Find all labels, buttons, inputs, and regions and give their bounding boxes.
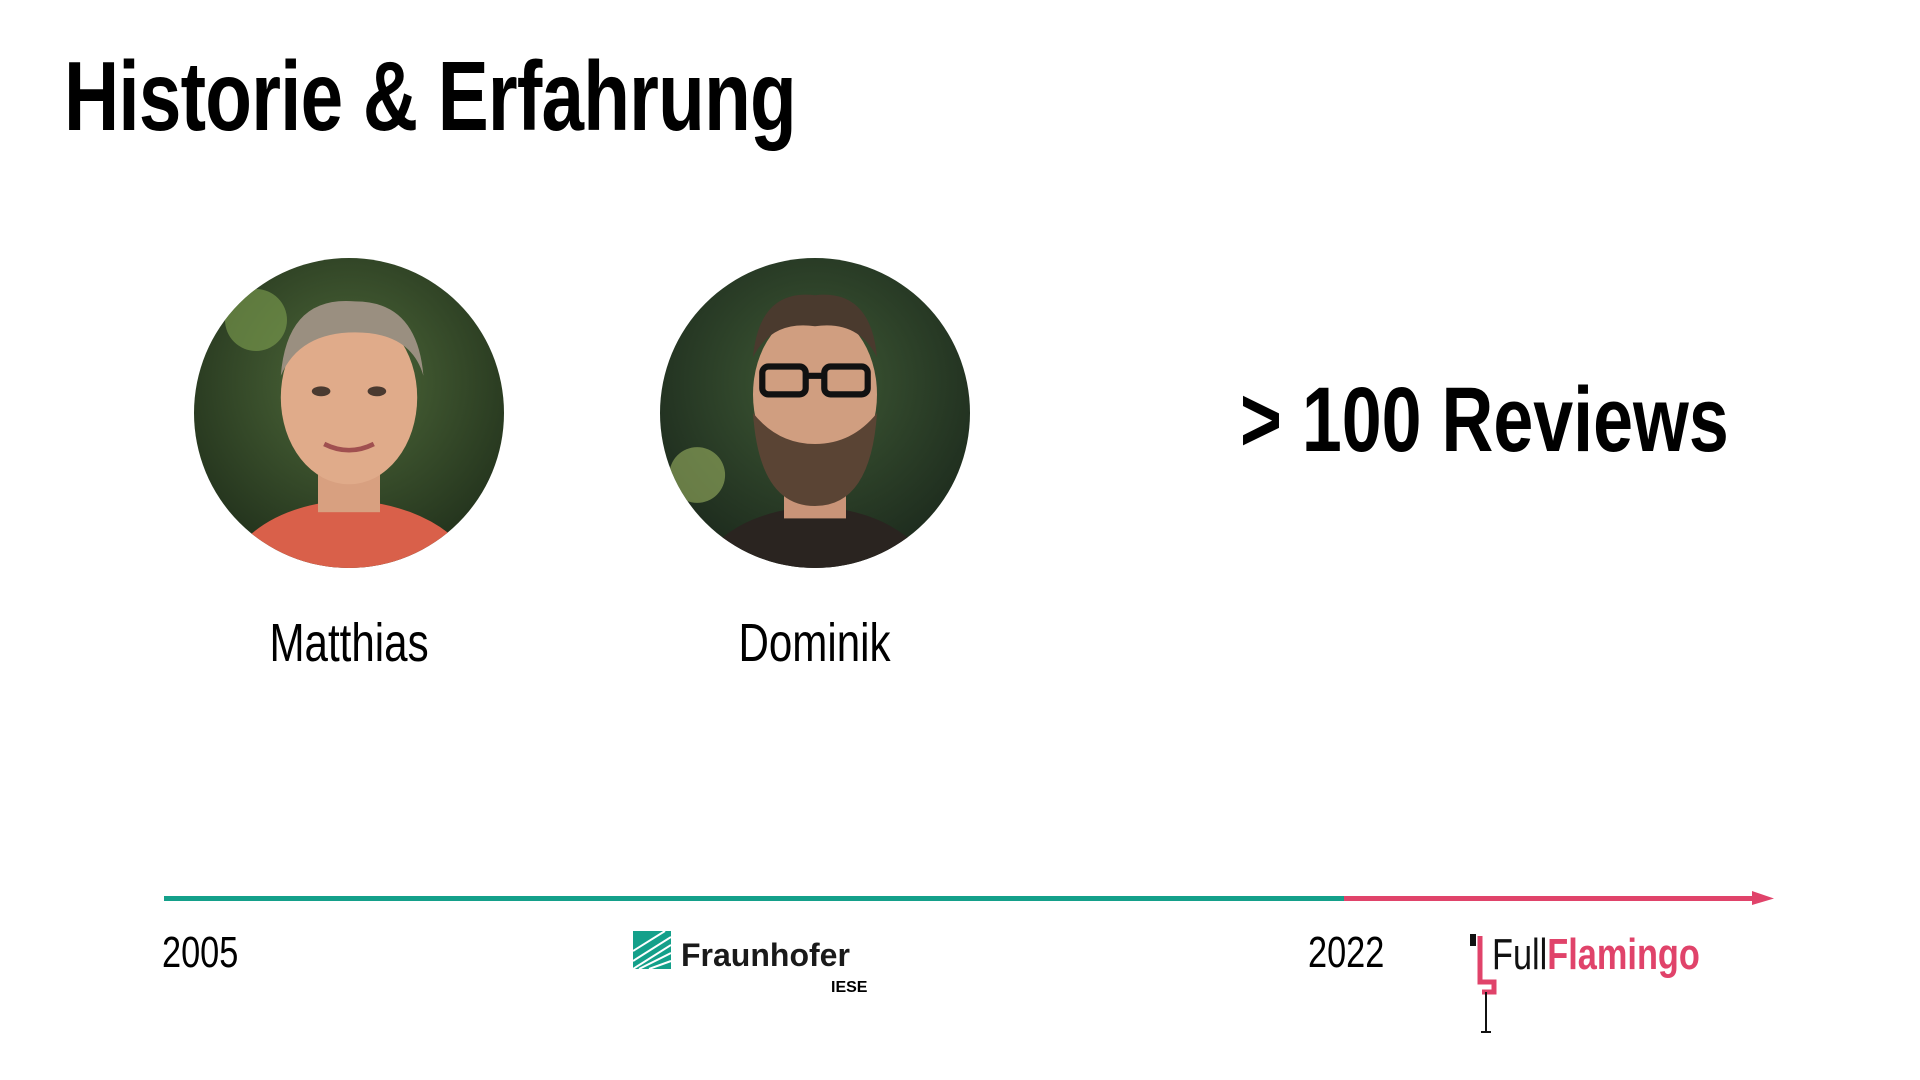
year-start: 2005 [162, 928, 239, 977]
timeline-segment-past [164, 896, 1344, 901]
avatar-matthias [194, 258, 504, 568]
fraunhofer-institute: IESE [831, 979, 868, 996]
wordmark-flamingo: Flamingo [1547, 930, 1700, 979]
fraunhofer-mark-icon [633, 931, 671, 969]
person-name-dominik: Dominik [738, 613, 892, 673]
flamingo-icon [1470, 934, 1497, 1033]
arrowhead-icon [1752, 891, 1774, 905]
person-name-matthias: Matthias [269, 613, 429, 673]
portrait-dominik [660, 258, 970, 568]
wordmark-full: Full [1492, 930, 1548, 979]
timeline-arrow [164, 891, 1774, 905]
fraunhofer-wordmark: Fraunhofer [681, 937, 850, 973]
fullflamingo-logo: FullFlamingo [1466, 928, 1700, 1036]
page-title: Historie & Erfahrung [64, 41, 797, 151]
reviews-count: > 100 Reviews [1240, 369, 1729, 471]
fullflamingo-wordmark: FullFlamingo [1492, 930, 1758, 980]
fraunhofer-logo: Fraunhofer IESE [633, 931, 873, 1001]
avatar-dominik [660, 258, 970, 568]
portrait-matthias [194, 258, 504, 568]
timeline-segment-current [1344, 896, 1756, 901]
year-mid: 2022 [1308, 928, 1385, 977]
